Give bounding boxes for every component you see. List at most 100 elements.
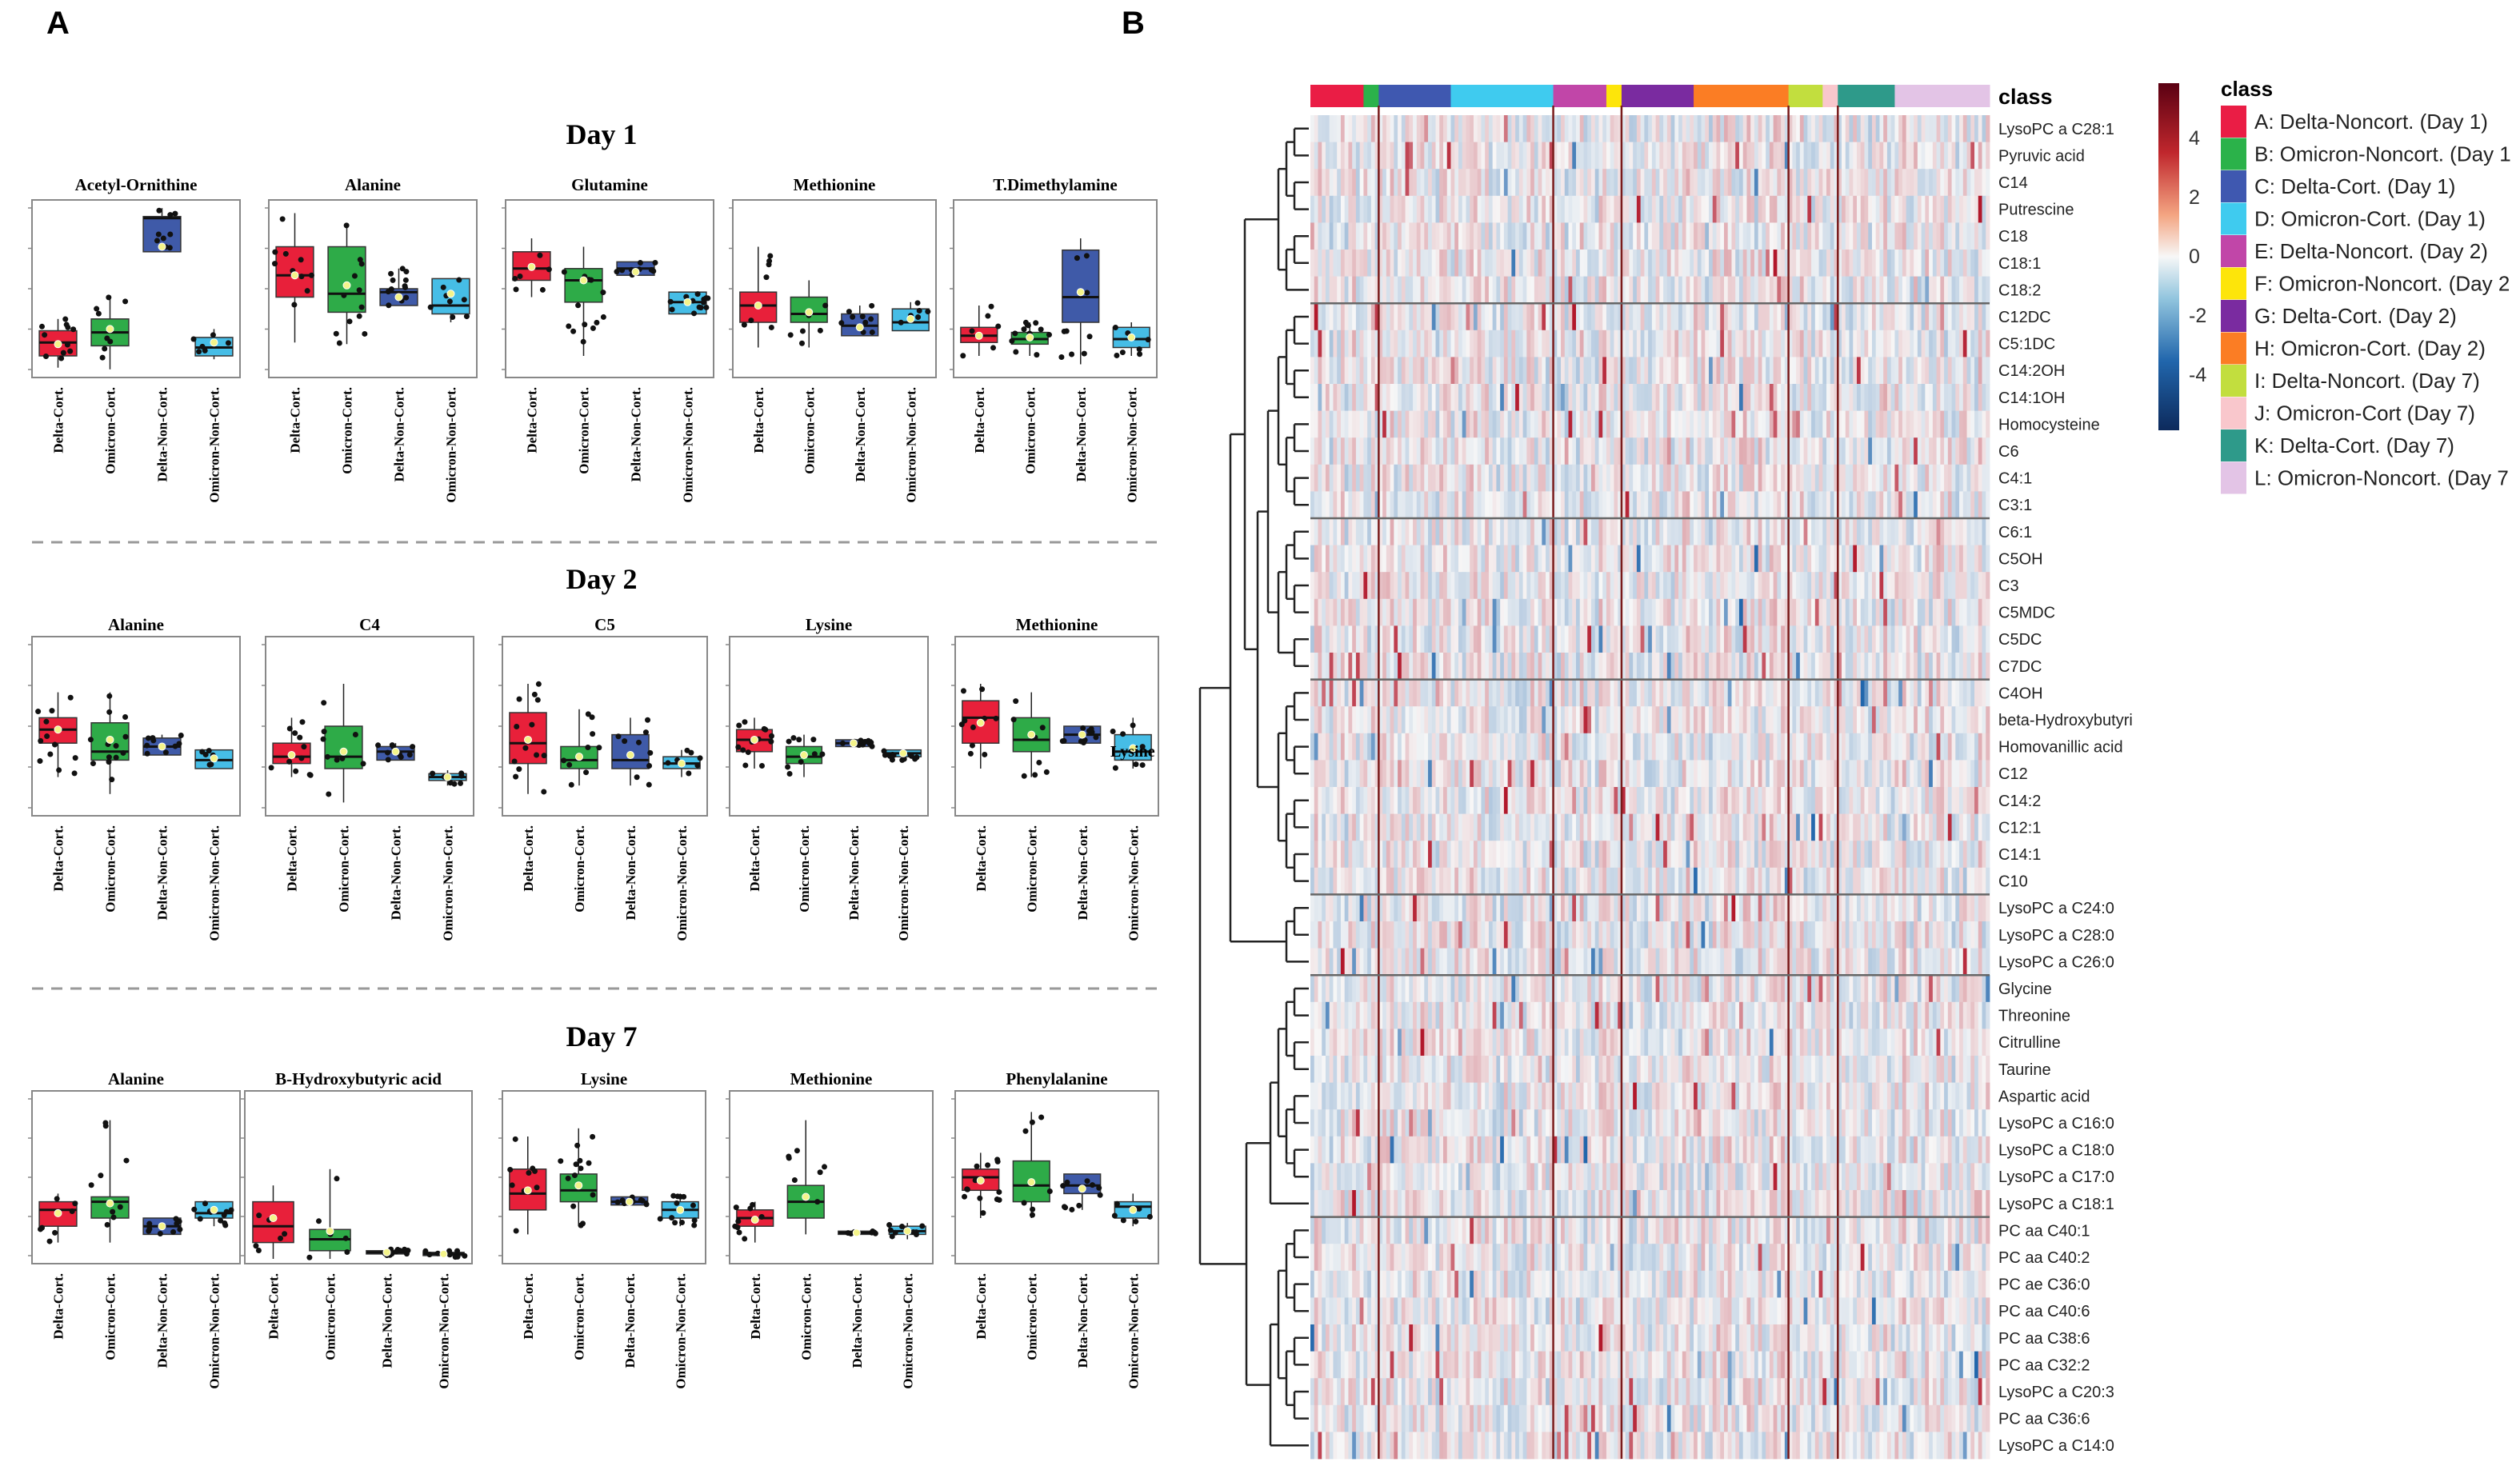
heatmap-cell: [1659, 545, 1664, 573]
heatmap-cell: [1762, 518, 1766, 545]
heatmap-cell: [1818, 357, 1823, 385]
data-point: [1074, 255, 1080, 262]
heatmap-cell: [1587, 653, 1592, 680]
heatmap-cell: [1546, 491, 1550, 519]
heatmap-cell: [1511, 357, 1516, 385]
heatmap-cell: [1879, 276, 1884, 304]
group-label: Delta-Non-Cort.: [380, 1273, 395, 1368]
heatmap-cell: [1788, 491, 1793, 519]
heatmap-cell: [1625, 115, 1630, 142]
heatmap-cell: [1470, 518, 1474, 545]
heatmap-cell: [1951, 330, 1956, 358]
heatmap-cell: [1781, 195, 1786, 223]
heatmap-cell: [1898, 357, 1903, 385]
heatmap-cell: [1655, 250, 1660, 277]
data-point: [191, 1206, 198, 1212]
heatmap-cell: [1614, 491, 1618, 519]
heatmap-cell: [1906, 169, 1910, 197]
data-point: [643, 1201, 650, 1208]
heatmap-cell: [1401, 410, 1406, 438]
heatmap-cell: [1538, 679, 1542, 707]
heatmap-cell: [1439, 598, 1444, 626]
heatmap-cell: [1860, 653, 1865, 680]
heatmap-cell: [1462, 598, 1466, 626]
heatmap-cell: [1454, 142, 1459, 170]
data-point: [278, 1235, 284, 1241]
heatmap-cell: [1488, 598, 1494, 626]
heatmap-cell: [1322, 357, 1326, 385]
data-point: [512, 275, 518, 282]
data-point: [87, 737, 94, 743]
heatmap-cell: [1845, 115, 1850, 142]
heatmap-cell: [1318, 303, 1322, 331]
heatmap-cell: [1709, 384, 1714, 411]
heatmap-cell: [1818, 518, 1823, 545]
heatmap-cell: [1352, 250, 1357, 277]
heatmap-cell: [1670, 303, 1675, 331]
heatmap-cell: [1648, 491, 1653, 519]
heatmap-cell: [1424, 518, 1429, 545]
heatmap-cell: [1462, 195, 1466, 223]
heatmap-cell: [1333, 142, 1338, 170]
heatmap-cell: [1594, 250, 1599, 277]
heatmap-cell: [1394, 572, 1398, 600]
heatmap-cell: [1723, 115, 1729, 142]
heatmap-cell: [1488, 706, 1494, 734]
heatmap-cell: [1834, 410, 1838, 438]
heatmap-cell: [1492, 598, 1497, 626]
heatmap-cell: [1651, 653, 1657, 680]
heatmap-cell: [1522, 464, 1527, 492]
heatmap-cell: [1446, 303, 1451, 331]
heatmap-cell: [1686, 437, 1690, 465]
heatmap-cell: [1621, 357, 1626, 385]
mean-point: [326, 1227, 334, 1236]
data-point: [298, 274, 305, 280]
heatmap-cell: [1807, 625, 1812, 653]
heatmap-cell: [1842, 653, 1846, 680]
heatmap-cell: [1496, 410, 1501, 438]
heatmap-cell: [1818, 653, 1823, 680]
heatmap-cell: [1370, 545, 1376, 573]
heatmap-cell: [1754, 250, 1759, 277]
heatmap-cell: [1853, 545, 1858, 573]
heatmap-cell: [1621, 330, 1626, 358]
heatmap-cell: [1583, 303, 1588, 331]
heatmap-cell: [1454, 303, 1459, 331]
data-point: [95, 310, 102, 317]
heatmap-cell: [1621, 545, 1626, 573]
heatmap-cell: [1561, 464, 1566, 492]
heatmap-cell: [1750, 222, 1755, 250]
heatmap-cell: [1485, 545, 1490, 573]
heatmap-cell: [1367, 357, 1372, 385]
heatmap-cell: [1796, 115, 1801, 142]
data-point: [297, 734, 303, 741]
heatmap-cell: [1849, 518, 1854, 545]
mean-point: [976, 718, 985, 727]
heatmap-cell: [1860, 142, 1865, 170]
heatmap-cell: [1405, 250, 1410, 277]
heatmap-cell: [1359, 250, 1364, 277]
heatmap-cell: [1329, 545, 1334, 573]
heatmap-cell: [1678, 303, 1683, 331]
heatmap-cell: [1542, 384, 1546, 411]
heatmap-cell: [1690, 518, 1694, 545]
heatmap-cell: [1686, 572, 1690, 600]
data-point: [590, 325, 596, 331]
data-point: [979, 686, 986, 693]
heatmap-cell: [1466, 706, 1470, 734]
heatmap-cell: [1557, 625, 1562, 653]
heatmap-cell: [1902, 653, 1907, 680]
heatmap-cell: [1871, 330, 1877, 358]
heatmap-cell: [1564, 169, 1569, 197]
heatmap-cell: [1727, 115, 1732, 142]
heatmap-cell: [1454, 706, 1459, 734]
heatmap-cell: [1906, 545, 1910, 573]
heatmap-cell: [1496, 706, 1501, 734]
heatmap-cell: [1754, 115, 1759, 142]
heatmap-cell: [1951, 357, 1956, 385]
heatmap-cell: [1784, 115, 1790, 142]
heatmap-cell: [1830, 518, 1834, 545]
heatmap-cell: [1773, 464, 1778, 492]
heatmap-cell: [1416, 491, 1421, 519]
heatmap-cell: [1834, 330, 1838, 358]
